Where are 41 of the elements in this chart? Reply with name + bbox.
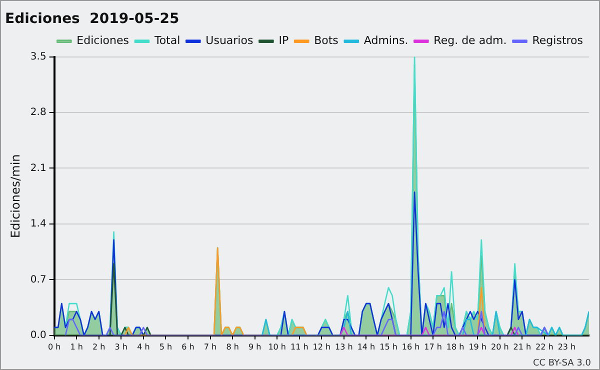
- x-tick-label: 10 h: [268, 342, 286, 352]
- x-tick-label: 17 h: [424, 342, 442, 352]
- x-tick-label: 4 h: [137, 342, 150, 352]
- legend-label: Registros: [532, 34, 584, 48]
- chart-title: Ediciones 2019-05-25: [5, 11, 180, 28]
- x-tick-label: 8 h: [226, 342, 239, 352]
- y-tick-label: 1.4: [30, 218, 46, 230]
- x-tick-label: 7 h: [204, 342, 217, 352]
- y-tick-label: 0.7: [30, 274, 46, 286]
- x-tick-label: 1 h: [70, 342, 83, 352]
- x-tick-label: 0 h: [48, 342, 61, 352]
- y-tick-label: 2.1: [30, 162, 46, 174]
- x-tick-label: 9 h: [248, 342, 262, 352]
- x-tick-label: 13 h: [335, 342, 353, 352]
- legend-label: Reg. de adm.: [434, 34, 507, 48]
- legend-label: IP: [278, 34, 289, 48]
- legend-label: Admins.: [364, 34, 408, 48]
- x-tick-label: 19 h: [468, 342, 487, 352]
- legend-label: Bots: [314, 34, 339, 48]
- x-tick-label: 6 h: [182, 342, 194, 352]
- x-tick-label: 11 h: [290, 342, 308, 352]
- x-tick-label: 2 h: [92, 342, 106, 352]
- legend-label: Ediciones: [76, 34, 130, 48]
- x-tick-label: 18 h: [446, 342, 464, 352]
- x-tick-label: 14 h: [357, 342, 376, 352]
- x-tick-label: 21 h: [513, 342, 532, 352]
- legend-label: Total: [153, 34, 180, 48]
- y-tick-label: 0.0: [30, 330, 46, 341]
- x-tick-label: 16 h: [402, 342, 420, 352]
- x-tick-label: 3 h: [114, 342, 128, 352]
- y-tick-label: 2.8: [30, 107, 46, 118]
- y-tick-label: 3.5: [30, 51, 46, 62]
- x-tick-label: 23 h: [558, 342, 576, 352]
- x-tick-label: 12 h: [312, 342, 331, 352]
- legend-label: Usuarios: [206, 34, 254, 48]
- x-tick-label: 20 h: [490, 342, 509, 352]
- y-axis-title: Ediciones/min: [8, 154, 22, 238]
- text: CC BY-SA 3.0: [533, 358, 592, 368]
- x-tick-label: 15 h: [380, 342, 398, 352]
- x-tick-label: 22 h: [536, 342, 554, 352]
- x-tick-label: 5 h: [159, 342, 172, 352]
